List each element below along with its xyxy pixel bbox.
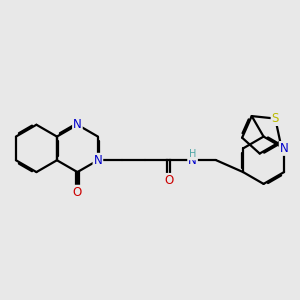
Text: S: S	[272, 112, 279, 125]
Text: N: N	[188, 154, 197, 167]
Text: H: H	[189, 149, 196, 160]
Text: N: N	[280, 142, 288, 155]
Text: O: O	[73, 186, 82, 199]
Text: N: N	[94, 154, 102, 167]
Text: O: O	[164, 174, 173, 187]
Text: N: N	[73, 118, 82, 131]
